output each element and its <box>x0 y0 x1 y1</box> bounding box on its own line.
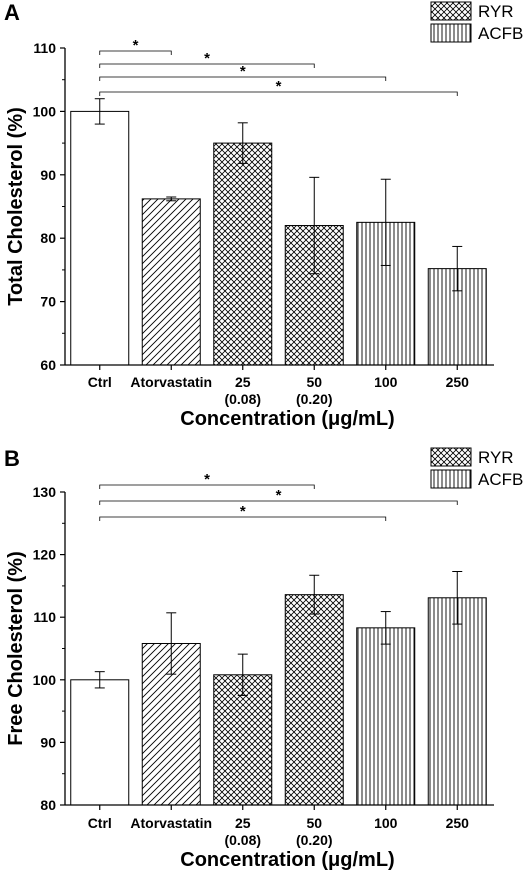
bar-25 <box>213 142 273 366</box>
x-axis-title: Concentration (μg/mL) <box>180 408 394 430</box>
error-bar <box>452 571 463 625</box>
legend-swatch <box>430 23 472 43</box>
x-tick-sublabel: (0.08) <box>224 832 261 848</box>
legend-swatch <box>430 469 472 489</box>
x-tick-label: 250 <box>446 815 470 831</box>
panel-letter: B <box>4 446 20 471</box>
significance-bracket: * <box>99 78 458 96</box>
significance-bracket: * <box>99 63 387 81</box>
x-tick-label: 100 <box>374 815 398 831</box>
x-tick-label: 100 <box>374 374 398 390</box>
y-tick-label: 90 <box>40 167 56 183</box>
error-bar <box>380 178 391 266</box>
y-tick-label: 110 <box>33 609 56 625</box>
error-bar <box>237 122 248 164</box>
bar-250 <box>427 597 487 806</box>
legend-label: RYR <box>478 2 514 21</box>
x-tick-label: 250 <box>446 374 470 390</box>
error-bar <box>452 245 463 292</box>
error-bar <box>166 196 177 202</box>
bar-100 <box>356 627 416 806</box>
chart-panel-b: B 80 90 100 110 120 130 Ctrl Atorvastatin 25(0.08… <box>4 446 523 871</box>
significance-star: * <box>204 471 210 488</box>
legend-item-ryr: RYR <box>430 1 514 21</box>
x-tick-sublabel: (0.20) <box>296 391 333 407</box>
error-bar <box>309 176 320 275</box>
x-tick-sublabel: (0.08) <box>224 391 261 407</box>
y-tick-label: 110 <box>33 40 56 56</box>
y-tick-label: 90 <box>40 734 56 750</box>
y-tick-label: 60 <box>40 357 56 373</box>
panel-letter: A <box>4 0 20 25</box>
significance-star: * <box>133 37 139 54</box>
bar-ctrl <box>70 110 130 366</box>
significance-star: * <box>276 487 282 504</box>
x-tick-label: 50 <box>306 374 322 390</box>
bar-atorvastatin <box>141 198 201 366</box>
x-tick-label: 50 <box>306 815 322 831</box>
y-tick-label: 80 <box>40 230 56 246</box>
legend-label: ACFB <box>478 24 523 43</box>
legend-swatch <box>430 447 472 467</box>
chart-panel-a: A 60 70 80 90 100 110 Ctrl Atorvastatin 25(0.08) 5… <box>4 0 523 430</box>
significance-star: * <box>240 63 246 80</box>
significance-star: * <box>240 503 246 520</box>
significance-bracket: * <box>99 37 172 55</box>
y-tick-label: 70 <box>40 294 56 310</box>
legend-item-acfb: ACFB <box>430 23 523 43</box>
y-axis-title: Free Cholesterol (%) <box>5 551 27 745</box>
x-tick-label: 25 <box>235 815 251 831</box>
significance-bracket: * <box>99 471 315 489</box>
x-tick-sublabel: (0.20) <box>296 832 333 848</box>
significance-star: * <box>276 78 282 95</box>
significance-bracket: * <box>99 487 458 505</box>
significance-star: * <box>204 50 210 67</box>
y-tick-label: 100 <box>33 672 57 688</box>
significance-bracket: * <box>99 50 315 68</box>
error-bar <box>380 611 391 645</box>
legend-label: ACFB <box>478 470 523 489</box>
y-tick-label: 120 <box>33 547 57 563</box>
y-tick-label: 100 <box>33 103 57 119</box>
significance-bracket: * <box>99 503 387 521</box>
legend-label: RYR <box>478 448 514 467</box>
x-tick-label: Atorvastatin <box>130 374 212 390</box>
error-bar <box>94 671 105 689</box>
legend-item-ryr: RYR <box>430 447 514 467</box>
bar-50 <box>284 594 344 806</box>
error-bar <box>166 612 177 675</box>
legend-item-acfb: ACFB <box>430 469 523 489</box>
error-bar <box>94 98 105 125</box>
error-bar <box>237 653 248 696</box>
x-tick-label: Ctrl <box>88 374 112 390</box>
x-tick-label: 25 <box>235 374 251 390</box>
y-tick-label: 130 <box>33 484 57 500</box>
bar-ctrl <box>70 679 130 806</box>
x-tick-label: Atorvastatin <box>130 815 212 831</box>
legend-swatch <box>430 1 472 21</box>
error-bar <box>309 574 320 615</box>
x-axis-title: Concentration (μg/mL) <box>180 849 394 871</box>
y-tick-label: 80 <box>40 797 56 813</box>
bar-25 <box>213 674 273 806</box>
x-tick-label: Ctrl <box>88 815 112 831</box>
y-axis-title: Total Cholesterol (%) <box>5 107 27 306</box>
